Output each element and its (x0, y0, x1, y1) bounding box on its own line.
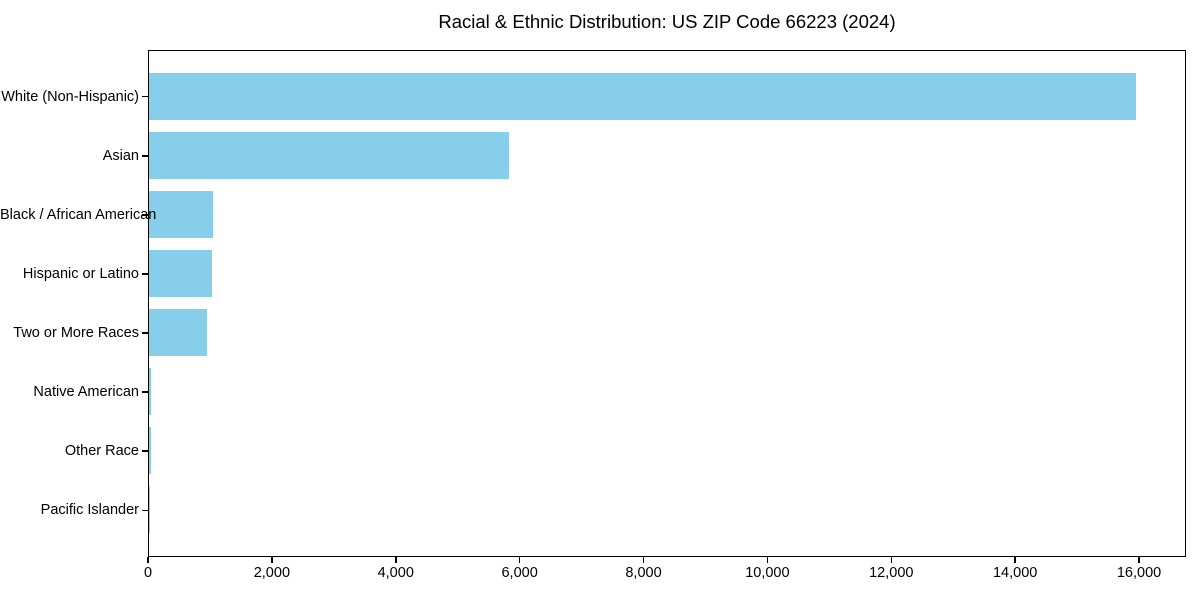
bar (149, 249, 213, 297)
y-tick-mark (142, 509, 148, 512)
x-tick-mark (766, 557, 769, 563)
y-axis-label: Hispanic or Latino (22, 265, 139, 282)
x-tick-label: 14,000 (992, 565, 1038, 581)
x-tick-label: 4,000 (377, 565, 414, 581)
x-tick-mark (271, 557, 273, 563)
y-tick-mark (142, 391, 148, 393)
y-tick-mark (142, 273, 148, 275)
x-tick-label: 12,000 (869, 565, 914, 581)
x-tick-mark (642, 557, 645, 563)
bar (149, 368, 152, 416)
bar (149, 427, 151, 475)
y-tick-mark (142, 450, 148, 452)
y-axis-label: Other Race (64, 443, 139, 460)
plot-area (148, 50, 1186, 557)
x-tick-label: 8,000 (625, 565, 662, 581)
chart-title: Racial & Ethnic Distribution: US ZIP Cod… (438, 11, 896, 32)
x-tick-mark (395, 557, 397, 563)
bar (149, 486, 150, 534)
x-tick-mark (1014, 557, 1016, 563)
x-tick-mark (1138, 557, 1140, 563)
y-axis-label: Two or More Races (13, 325, 139, 342)
y-axis-label: Black / African American (0, 206, 157, 223)
y-axis-label: Pacific Islander (40, 502, 139, 519)
bar (149, 309, 208, 357)
y-tick-mark (142, 95, 148, 98)
x-tick-label: 16,000 (1116, 565, 1162, 581)
x-tick-label: 0 (143, 565, 153, 581)
y-tick-mark (142, 214, 148, 216)
x-tick-mark (890, 557, 893, 563)
y-axis-label: Native American (33, 384, 139, 401)
x-tick-label: 6,000 (501, 565, 538, 581)
bar (149, 190, 213, 238)
x-tick-mark (147, 557, 149, 563)
y-tick-mark (142, 332, 148, 334)
y-tick-mark (142, 155, 148, 157)
x-tick-label: 2,000 (253, 565, 291, 581)
x-tick-mark (518, 557, 521, 563)
bar (149, 72, 1136, 120)
x-tick-label: 10,000 (745, 565, 790, 581)
y-axis-label: Asian (102, 147, 139, 164)
bar (149, 131, 510, 179)
y-axis-label: White (Non-Hispanic) (1, 88, 139, 105)
